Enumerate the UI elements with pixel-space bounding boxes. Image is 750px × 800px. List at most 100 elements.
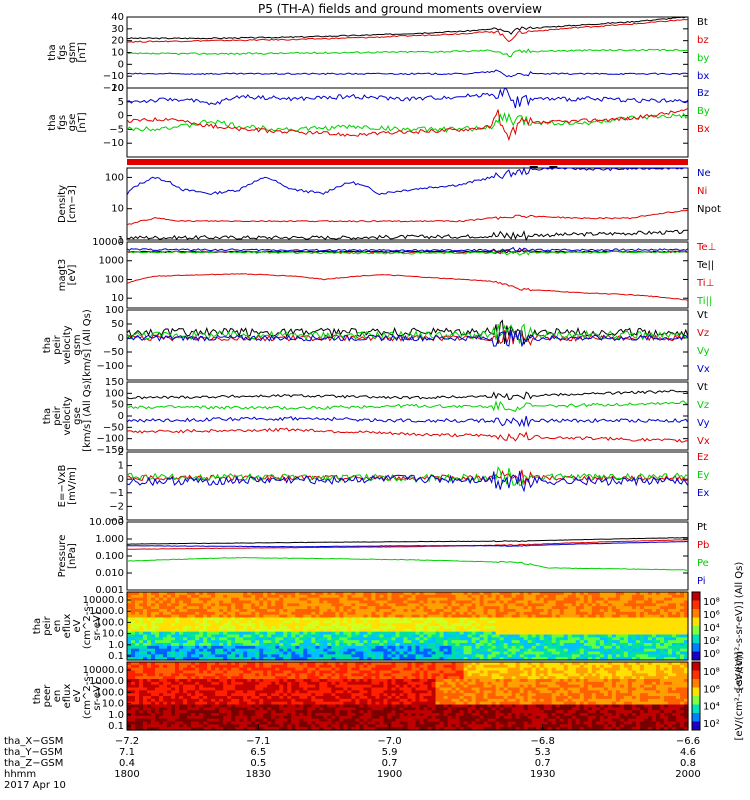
heatmap-cell xyxy=(683,645,689,650)
heatmap-cell xyxy=(215,713,220,717)
heatmap-cell xyxy=(467,634,473,638)
colorbar-segment xyxy=(692,626,700,635)
heatmap-cell xyxy=(355,611,361,616)
heatmap-cell xyxy=(207,648,212,653)
heatmap-cell xyxy=(479,592,485,596)
heatmap-cell xyxy=(647,651,653,655)
heatmap-cell xyxy=(407,654,413,658)
heatmap-cell xyxy=(671,609,677,613)
heatmap-cell xyxy=(211,614,216,619)
heatmap-cell xyxy=(239,687,244,691)
heatmap-cell xyxy=(251,614,256,619)
heatmap-cell xyxy=(575,611,581,616)
heatmap-cell xyxy=(515,623,521,627)
heatmap-cell xyxy=(527,617,533,621)
heatmap-cell xyxy=(363,657,369,661)
heatmap-cell xyxy=(243,640,248,644)
heatmap-cell xyxy=(251,597,256,602)
heatmap-cell xyxy=(279,603,284,607)
heatmap-cell xyxy=(259,690,264,694)
heatmap-cell xyxy=(147,721,152,725)
heatmap-cell xyxy=(647,620,653,624)
heatmap-cell xyxy=(171,611,176,616)
heatmap-cell xyxy=(675,609,681,613)
heatmap-cell xyxy=(503,657,509,661)
heatmap-cell xyxy=(191,679,196,683)
heatmap-cell xyxy=(227,640,232,644)
heatmap-cell xyxy=(171,643,176,647)
heatmap-cell xyxy=(487,597,493,602)
heatmap-cell xyxy=(535,651,541,655)
heatmap-cell xyxy=(175,648,180,653)
heatmap-cell xyxy=(159,676,164,680)
heatmap-cell xyxy=(283,594,288,599)
heatmap-cell xyxy=(287,603,292,607)
heatmap-cell xyxy=(255,721,260,725)
heatmap-cell xyxy=(635,631,641,636)
heatmap-cell xyxy=(571,617,577,621)
heatmap-cell xyxy=(663,657,669,661)
heatmap-cell xyxy=(459,640,465,644)
heatmap-cell xyxy=(635,592,641,596)
heatmap-cell xyxy=(611,614,617,619)
heatmap-cell xyxy=(251,648,256,653)
heatmap-cell xyxy=(383,654,389,658)
heatmap-cell xyxy=(535,617,541,621)
heatmap-cell xyxy=(451,620,457,624)
heatmap-cell xyxy=(247,651,252,655)
heatmap-cell xyxy=(171,673,176,677)
heatmap-cell xyxy=(203,667,208,672)
heatmap-cell xyxy=(627,606,633,610)
heatmap-cell xyxy=(331,631,336,636)
heatmap-cell xyxy=(355,617,361,621)
heatmap-cell xyxy=(487,631,493,636)
heatmap-cell xyxy=(183,693,188,697)
heatmap-cell xyxy=(131,718,136,723)
heatmap-cell xyxy=(591,645,597,650)
heatmap-cell xyxy=(155,631,160,636)
heatmap-cell xyxy=(127,698,132,703)
heatmap-cell xyxy=(379,620,385,624)
heatmap-cell xyxy=(303,609,308,613)
heatmap-cell xyxy=(147,600,152,604)
heatmap-cell xyxy=(403,645,409,650)
heatmap-cell xyxy=(287,609,292,613)
heatmap-cell xyxy=(575,623,581,627)
heatmap-cell xyxy=(559,611,565,616)
heatmap-cell xyxy=(447,631,453,636)
heatmap-cell xyxy=(631,620,637,624)
heatmap-cell xyxy=(187,651,192,655)
heatmap-cell xyxy=(135,631,140,636)
heatmap-cell xyxy=(231,594,236,599)
legend-entry: Vz xyxy=(697,328,709,339)
heatmap-cell xyxy=(335,597,340,602)
heatmap-cell xyxy=(599,617,605,621)
heatmap-cell xyxy=(443,648,449,653)
heatmap-cell xyxy=(367,600,373,604)
heatmap-cell xyxy=(271,654,276,658)
heatmap-cell xyxy=(639,611,645,616)
series-vx-line xyxy=(126,427,689,443)
heatmap-cell xyxy=(139,651,144,655)
heatmap-cell xyxy=(127,667,132,672)
heatmap-cell xyxy=(571,640,577,644)
series-pb-line xyxy=(126,539,689,550)
heatmap-cell xyxy=(475,626,481,630)
heatmap-cell xyxy=(191,673,196,677)
heatmap-cell xyxy=(467,643,473,647)
heatmap-cell xyxy=(379,609,385,613)
heatmap-cell xyxy=(227,597,232,602)
heatmap-cell xyxy=(431,654,437,658)
heatmap-cell xyxy=(439,654,445,658)
heatmap-cell xyxy=(391,654,397,658)
heatmap-cell xyxy=(403,640,409,644)
heatmap-cell xyxy=(303,648,308,653)
heatmap-cell xyxy=(587,643,593,647)
heatmap-cell xyxy=(247,724,252,728)
heatmap-cell xyxy=(395,657,401,661)
heatmap-cell xyxy=(683,631,689,636)
heatmap-cell xyxy=(375,643,381,647)
heatmap-cell xyxy=(651,614,657,619)
heatmap-cell xyxy=(423,597,429,602)
